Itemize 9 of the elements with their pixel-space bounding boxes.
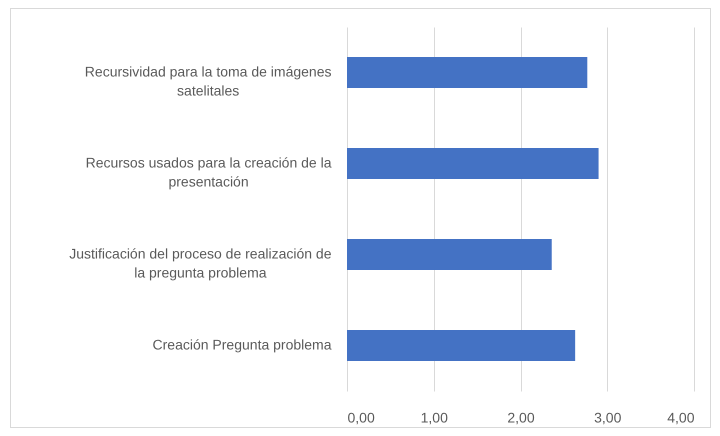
y-tick-label: Recursos usados para la creación de la presentación: [86, 154, 332, 190]
x-tick-label: 4,00: [667, 410, 695, 426]
x-tick-label: 2,00: [507, 410, 535, 426]
x-tick-label: 1,00: [420, 410, 448, 426]
y-tick-label: Recursividad para la toma de imágenes satelitales: [84, 64, 332, 98]
x-tick-label: 3,00: [594, 410, 622, 426]
x-tick-label: 0,00: [348, 410, 375, 426]
y-tick-label: Justificación del proceso de realización de la pregunta problema: [69, 246, 332, 280]
y-tick-label: Creación Pregunta problema: [152, 336, 332, 352]
